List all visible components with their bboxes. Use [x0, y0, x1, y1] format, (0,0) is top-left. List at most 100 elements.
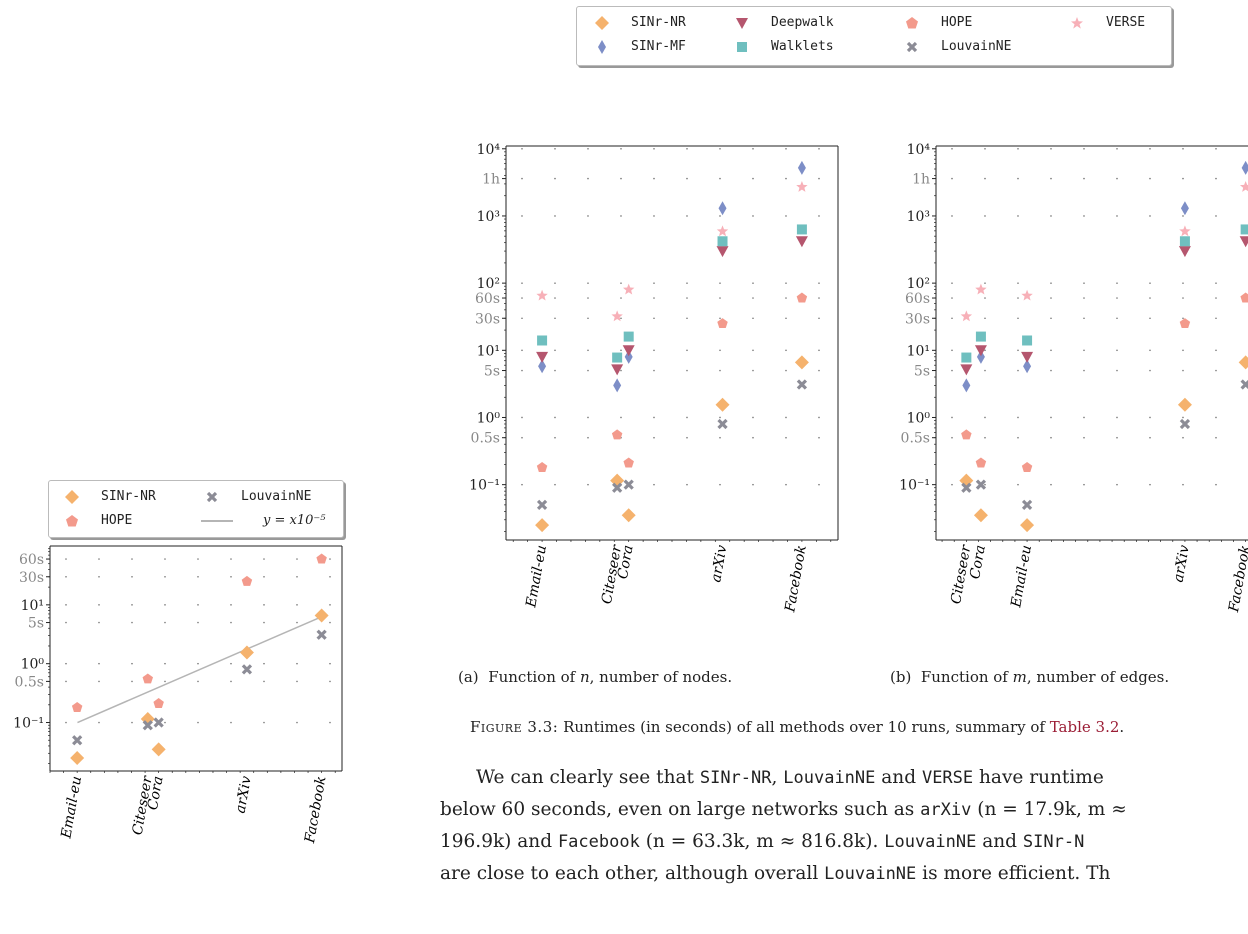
- point-sinr-mf-email-eu: [1023, 359, 1032, 374]
- grid-dot: [197, 575, 199, 578]
- y-tick-label: 10¹: [477, 343, 500, 359]
- grid-dot: [1116, 317, 1118, 320]
- grid-dot: [984, 147, 986, 150]
- grid-dot: [818, 349, 820, 352]
- grid-dot: [1050, 215, 1052, 217]
- y-tick-label: 5s: [28, 616, 44, 632]
- grid-dot: [587, 215, 589, 217]
- table-reference-link[interactable]: Table 3.2: [1049, 718, 1120, 736]
- point-louvainne-facebook: [1240, 379, 1248, 390]
- grid-dot: [984, 369, 986, 372]
- grid-dot: [521, 369, 523, 372]
- point-deepwalk-arxiv: [1178, 246, 1191, 258]
- x-tick-label-arxiv: arXiv: [233, 775, 255, 815]
- point-hope-facebook: [1240, 292, 1248, 303]
- grid-dot: [818, 317, 820, 320]
- point-walklets-arxiv: [717, 236, 728, 247]
- x-tick-label-cora: Cora: [615, 544, 637, 580]
- grid-dot: [164, 721, 166, 724]
- x-tick-label-facebook: Facebook: [1226, 544, 1248, 614]
- fit-line: [77, 615, 323, 724]
- point-louvainne-citeseer: [612, 482, 623, 493]
- grid-dot: [1017, 416, 1019, 419]
- grid-dot: [1050, 147, 1052, 150]
- paragraph-line-3: 196.9k) and Facebook (n = 63.3k, m ≈ 816…: [440, 831, 1085, 852]
- y-tick-label: 10¹: [21, 598, 44, 614]
- grid-dot: [1050, 436, 1052, 439]
- grid-dot: [230, 558, 232, 560]
- point-sinr-nr-email-eu: [535, 518, 550, 533]
- point-louvainne-cora: [153, 717, 164, 728]
- grid-dot: [230, 575, 232, 578]
- point-hope-email-eu: [536, 462, 548, 472]
- point-hope-arxiv: [1179, 318, 1191, 329]
- grid-dot: [620, 416, 622, 419]
- grid-dot: [951, 215, 953, 217]
- grid-dot: [263, 604, 265, 606]
- grid-dot: [65, 575, 67, 578]
- grid-dot: [951, 349, 953, 352]
- grid-dot: [296, 558, 298, 560]
- grid-dot: [521, 282, 523, 284]
- grid-dot: [296, 680, 298, 683]
- point-deepwalk-cora: [974, 345, 987, 357]
- grid-dot: [329, 680, 331, 683]
- point-verse-email-eu: [1021, 289, 1033, 301]
- star-icon: [1062, 16, 1092, 30]
- grid-dot: [951, 177, 953, 180]
- grid-dot: [1116, 297, 1118, 299]
- series-walklets: [961, 224, 1248, 363]
- grid-dot: [818, 483, 820, 486]
- thin-diamond-icon: [587, 39, 617, 54]
- grid-dot: [230, 662, 232, 665]
- y-tick-label: 10²: [477, 276, 500, 292]
- grid-dot: [164, 604, 166, 606]
- grid-dot: [752, 282, 754, 284]
- grid-dot: [98, 604, 100, 606]
- grid-dot: [587, 436, 589, 439]
- grid-dot: [719, 416, 721, 419]
- grid-dot: [984, 436, 986, 439]
- point-hope-email-eu: [71, 702, 83, 712]
- grid-dot: [521, 177, 523, 180]
- point-sinr-nr-email-eu: [70, 750, 85, 765]
- grid-dot: [653, 483, 655, 486]
- series-sinr-mf: [962, 160, 1248, 393]
- point-sinr-mf-cora: [624, 349, 633, 364]
- x-tick-label-email-eu: Email-eu: [1008, 544, 1035, 610]
- grid-dot: [329, 575, 331, 578]
- grid-dot: [587, 282, 589, 284]
- grid-dot: [818, 177, 820, 180]
- grid-dot: [620, 177, 622, 180]
- grid-dot: [719, 317, 721, 320]
- grid-dot: [620, 369, 622, 372]
- grid-dot: [984, 349, 986, 352]
- grid-dot: [1017, 282, 1019, 284]
- grid-dot: [554, 282, 556, 284]
- grid-dot: [752, 436, 754, 439]
- grid-dot: [296, 575, 298, 578]
- grid-dot: [197, 558, 199, 560]
- grid-dot: [554, 147, 556, 150]
- grid-dot: [587, 349, 589, 352]
- x-tick-label-email-eu: Email-eu: [58, 775, 85, 841]
- point-louvainne-citeseer: [142, 720, 153, 731]
- grid-dot: [686, 483, 688, 486]
- point-walklets-facebook: [796, 224, 807, 235]
- grid-dot: [1215, 282, 1217, 284]
- grid-dot: [296, 621, 298, 624]
- grid-dot: [686, 416, 688, 419]
- legend-item-sinr-mf: SINr-MF: [587, 39, 686, 54]
- grid-dot: [554, 317, 556, 320]
- grid-dot: [653, 349, 655, 352]
- series-hope: [71, 553, 327, 712]
- point-sinr-mf-citeseer: [613, 378, 622, 393]
- grid-dot: [818, 147, 820, 150]
- grid-dot: [1050, 416, 1052, 419]
- point-louvainne-citeseer: [961, 482, 972, 493]
- grid-dot: [785, 317, 787, 320]
- grid-dot: [752, 349, 754, 352]
- point-hope-arxiv: [241, 575, 253, 586]
- point-louvainne-arxiv: [717, 418, 728, 430]
- grid-dot: [984, 215, 986, 217]
